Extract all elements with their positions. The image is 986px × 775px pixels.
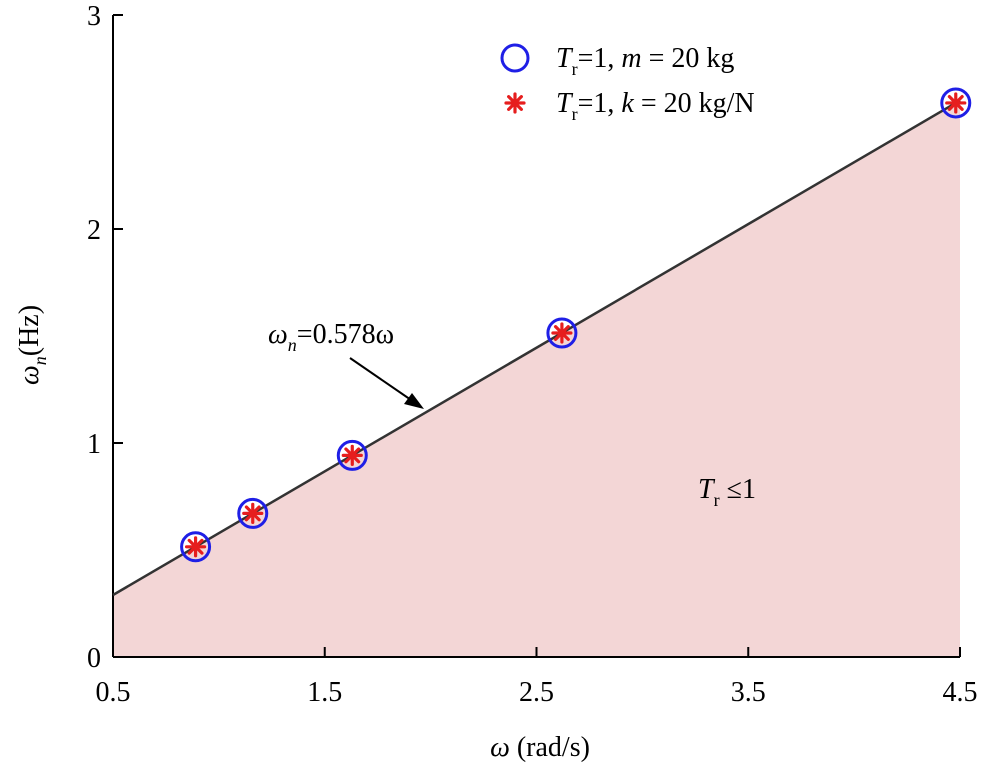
legend-entry-1: Tr=1, m = 20 kg — [556, 43, 734, 79]
y-ticks: 0 1 2 3 — [87, 1, 123, 674]
circle-marker — [237, 497, 269, 529]
legend: Tr=1, m = 20 kg Tr=1, k = 20 kg/N — [500, 43, 755, 124]
asterisk-marker — [341, 444, 363, 467]
x-tick-label: 0.5 — [96, 677, 131, 708]
x-tick-label: 2.5 — [519, 677, 554, 708]
x-tick-label: 4.5 — [943, 677, 978, 708]
circle-marker — [940, 87, 972, 119]
svg-text:ωn=0.578ω: ωn=0.578ω — [268, 319, 394, 355]
line-label-rest: =0.578ω — [297, 319, 394, 350]
circle-marker — [336, 439, 368, 471]
legend-circle-marker — [500, 43, 530, 73]
line-label-subscript: n — [288, 335, 297, 355]
feasible-region — [113, 100, 960, 657]
line-annotation: ωn=0.578ω — [268, 319, 424, 409]
y-tick-label: 1 — [87, 429, 101, 460]
asterisk-marker — [945, 92, 967, 114]
x-axis-label-units: (rad/s) — [517, 732, 590, 763]
region-label-rest: ≤1 — [720, 474, 756, 505]
x-ticks: 0.5 1.5 2.5 3.5 4.5 — [96, 647, 978, 708]
legend-asterisk-marker — [504, 92, 526, 114]
annotation-arrowhead — [404, 393, 424, 409]
region-label-subscript: r — [714, 490, 720, 510]
y-tick-label: 3 — [87, 1, 101, 32]
y-axis-label-symbol: ω — [14, 365, 45, 385]
asterisk-marker — [242, 502, 264, 525]
y-tick-label: 2 — [87, 215, 101, 246]
region-label-symbol: T — [698, 474, 716, 505]
asterisk-marker — [551, 322, 573, 344]
line-label-symbol: ω — [268, 319, 288, 350]
data-markers — [180, 87, 972, 563]
x-tick-label: 3.5 — [731, 677, 766, 708]
annotation-arrow — [349, 357, 415, 403]
x-axis-label-symbol: ω — [490, 732, 510, 763]
legend-entry-2: Tr=1, k = 20 kg/N — [556, 88, 755, 124]
x-tick-label: 1.5 — [307, 677, 342, 708]
region-label: Tr ≤1 — [698, 474, 756, 510]
y-tick-label: 0 — [87, 643, 101, 674]
circle-marker — [546, 317, 578, 349]
x-axis-label: ω (rad/s) — [490, 732, 590, 763]
y-axis-label: ωn(Hz) — [14, 305, 50, 385]
legend-asterisk-shape — [504, 92, 526, 114]
y-axis-label-subscript: n — [30, 356, 50, 365]
asterisk-marker — [184, 536, 207, 558]
circle-marker — [180, 531, 212, 563]
y-axis-label-units: (Hz) — [14, 305, 45, 356]
